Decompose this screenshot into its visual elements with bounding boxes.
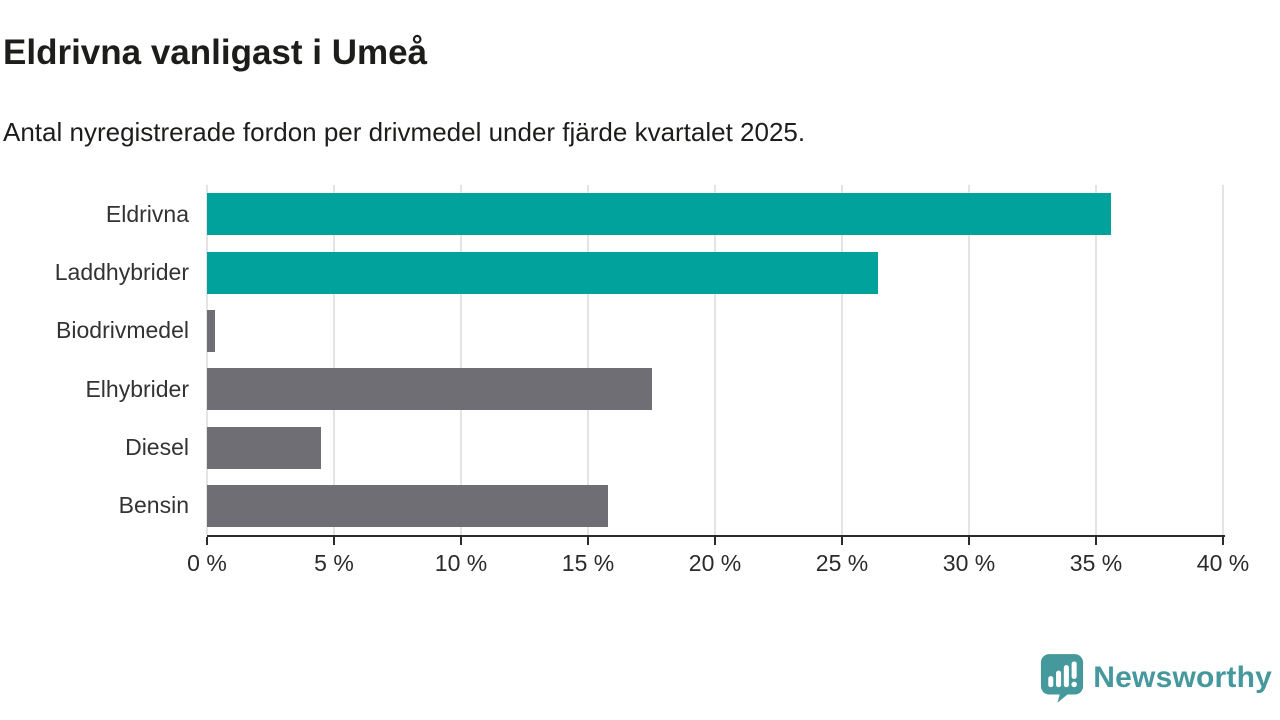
bar-diesel xyxy=(207,426,322,469)
x-axis-tick-label: 40 % xyxy=(1196,550,1250,576)
plot-area xyxy=(206,185,1224,535)
x-axis-line xyxy=(207,535,1225,537)
bar-row xyxy=(207,418,1223,476)
x-axis-tick-label: 15 % xyxy=(561,550,615,576)
x-axis-tick-label: 0 % xyxy=(187,550,227,576)
bar-row xyxy=(207,360,1223,418)
bar-eldrivna xyxy=(207,193,1112,236)
gridline xyxy=(206,185,208,535)
gridline xyxy=(1222,185,1224,535)
x-axis-tick-mark xyxy=(460,537,462,545)
x-axis-tick-label: 30 % xyxy=(942,550,996,576)
gridline xyxy=(841,185,843,535)
x-axis-tick-mark xyxy=(1222,537,1224,545)
bar-biodrivmedel xyxy=(207,309,215,352)
bar-row xyxy=(207,477,1223,535)
newsworthy-speech-bubble-bar-chart-icon xyxy=(1041,654,1084,703)
category-label: Biodrivmedel xyxy=(56,317,189,344)
x-axis-tick-label: 35 % xyxy=(1069,550,1123,576)
x-axis-tick-mark xyxy=(841,537,843,545)
gridline xyxy=(968,185,970,535)
gridline xyxy=(587,185,589,535)
category-label: Eldrivna xyxy=(105,200,189,227)
category-label: Elhybrider xyxy=(85,375,189,402)
x-axis-tick-mark xyxy=(587,537,589,545)
chart-title: Eldrivna vanligast i Umeå xyxy=(3,33,428,72)
gridline xyxy=(460,185,462,535)
gridline xyxy=(1095,185,1097,535)
bar-elhybrider xyxy=(207,368,652,411)
x-axis-tick-label: 10 % xyxy=(434,550,488,576)
category-label: Diesel xyxy=(125,433,189,460)
chart-subtitle: Antal nyregistrerade fordon per drivmede… xyxy=(3,117,806,147)
x-axis-tick-label: 5 % xyxy=(314,550,354,576)
x-axis-tick-mark xyxy=(333,537,335,545)
x-axis-tick-mark xyxy=(1095,537,1097,545)
x-axis-tick-label: 20 % xyxy=(688,550,742,576)
x-axis-tick-mark xyxy=(714,537,716,545)
gridline xyxy=(333,185,335,535)
newsworthy-logo: Newsworthy xyxy=(1040,653,1272,703)
bar-laddhybrider xyxy=(207,251,878,294)
x-axis-tick-label: 25 % xyxy=(815,550,869,576)
x-axis-tick-mark xyxy=(206,537,208,545)
x-axis-tick-mark xyxy=(968,537,970,545)
category-label: Laddhybrider xyxy=(54,258,189,285)
bar-row xyxy=(207,302,1223,360)
category-axis-labels: Eldrivna Laddhybrider Biodrivmedel Elhybrid… xyxy=(0,185,189,535)
bar-row xyxy=(207,243,1223,301)
category-label: Bensin xyxy=(118,492,189,519)
newsworthy-wordmark: Newsworthy xyxy=(1093,661,1272,694)
gridline xyxy=(714,185,716,535)
bar-bensin xyxy=(207,484,609,527)
bar-row xyxy=(207,185,1223,243)
